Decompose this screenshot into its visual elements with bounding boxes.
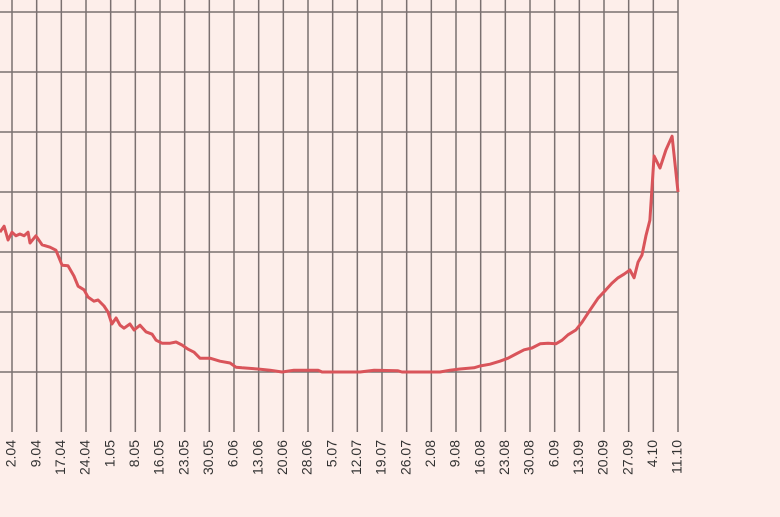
x-tick-label: 30.05 [200, 440, 216, 475]
x-tick-label: 24.04 [77, 440, 93, 475]
x-tick-label: 17.04 [52, 440, 68, 475]
x-tick-label: 13.06 [249, 440, 265, 475]
x-tick-label: 4.10 [644, 440, 660, 467]
x-tick-label: 9.08 [447, 440, 463, 467]
x-tick-label: 28.06 [299, 440, 315, 475]
x-tick-label: 6.06 [225, 440, 241, 467]
x-tick-label: 19.07 [373, 440, 389, 475]
x-tick-label: 16.08 [471, 440, 487, 475]
x-tick-label: 27.09 [619, 440, 635, 475]
x-tick-label: 2.08 [422, 440, 438, 467]
x-tick-label: 13.09 [570, 440, 586, 475]
x-tick-label: 9.04 [27, 440, 43, 467]
data-line [0, 134, 680, 374]
x-tick-label: 26.07 [397, 440, 413, 475]
x-tick-label: 6.09 [545, 440, 561, 467]
x-tick-label: 20.09 [595, 440, 611, 475]
x-tick-label: 30.08 [521, 440, 537, 475]
x-tick-label: 1.05 [101, 440, 117, 467]
x-tick-label: 2.04 [3, 440, 19, 467]
x-tick-label: 12.07 [348, 440, 364, 475]
x-tick-label: 5.07 [323, 440, 339, 467]
x-tick-label: 11.10 [669, 440, 685, 474]
x-tick-label: 23.05 [175, 440, 191, 475]
x-tick-label: 8.05 [126, 440, 142, 467]
x-tick-label: 20.06 [274, 440, 290, 475]
x-tick-label: 16.05 [151, 440, 167, 475]
x-tick-label: 23.08 [496, 440, 512, 475]
